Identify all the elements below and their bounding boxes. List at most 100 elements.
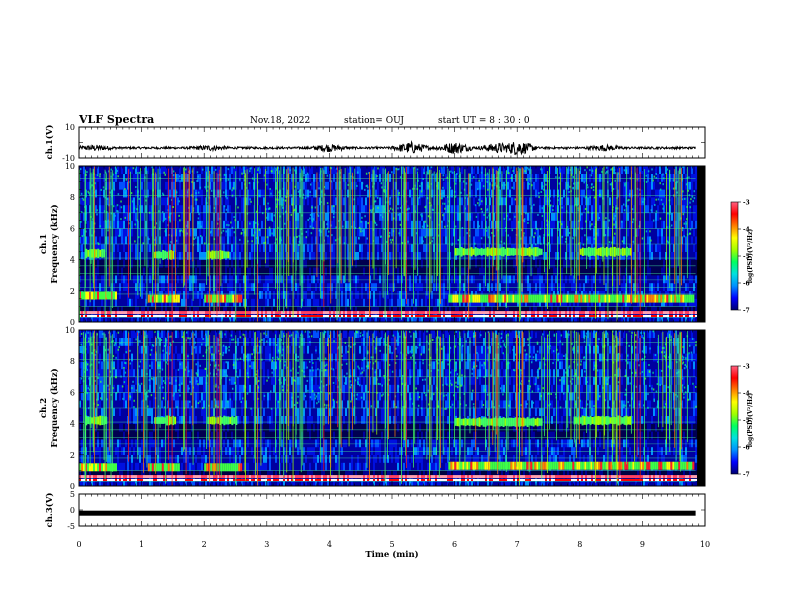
- spectrogram-cell: [389, 291, 391, 299]
- spectrogram-cell: [531, 283, 533, 291]
- spectrogram-cell: [197, 267, 199, 275]
- spectrogram-cell: [469, 275, 471, 283]
- spectrogram-cell: [503, 205, 505, 213]
- spectrogram-cell: [537, 267, 539, 275]
- spectrogram-cell: [333, 299, 335, 307]
- spectrogram-cell: [441, 252, 443, 260]
- spectrogram-cell: [289, 299, 291, 307]
- spectrogram-cell: [229, 197, 231, 205]
- spectrogram-cell: [411, 205, 413, 213]
- spectrogram-cell: [269, 228, 271, 236]
- spectrogram-cell: [249, 252, 251, 260]
- spectrogram-cell: [297, 221, 299, 229]
- spectrogram-cell: [553, 252, 555, 260]
- spectrogram-cell: [397, 197, 399, 205]
- spectrogram-cell: [281, 291, 283, 299]
- spectrogram-cell: [427, 291, 429, 299]
- spectrogram-cell: [271, 221, 273, 229]
- spectrogram-cell: [333, 291, 335, 299]
- spectrogram-cell: [309, 174, 311, 182]
- spectrogram-cell: [307, 197, 309, 205]
- spectrogram-cell: [509, 228, 511, 236]
- spectrogram-cell: [473, 283, 475, 291]
- spectrogram-cell: [177, 174, 179, 182]
- spectrogram-cell: [475, 275, 477, 283]
- spectrogram-cell: [551, 182, 553, 190]
- spectrogram-cell: [331, 275, 333, 283]
- spectrogram-cell: [311, 267, 313, 275]
- spectrogram-cell: [321, 299, 323, 307]
- spectrogram-cell: [535, 221, 537, 229]
- spectrogram-cell: [477, 166, 479, 174]
- spectrogram-cell: [223, 197, 225, 205]
- spectrogram-cell: [165, 189, 167, 197]
- spectrogram-cell: [289, 267, 291, 275]
- spectrogram-cell: [533, 174, 535, 182]
- spectrogram-cell: [273, 267, 275, 275]
- ch1-waveform-time-ticks: [79, 127, 705, 158]
- spectrogram-cell: [181, 267, 183, 275]
- spectrogram-cell: [361, 252, 363, 260]
- spectrogram-cell: [411, 228, 413, 236]
- spectrogram-cell: [199, 299, 201, 307]
- spectrogram-cell: [177, 275, 179, 283]
- spectrogram-cell: [509, 197, 511, 205]
- spectrogram-cell: [117, 275, 119, 283]
- spectrogram-cell: [327, 299, 329, 307]
- spectrogram-cell: [359, 174, 361, 182]
- spectrogram-cell: [303, 244, 305, 252]
- spectrogram-cell: [451, 213, 453, 221]
- spectrogram-cell: [379, 228, 381, 236]
- spectrogram-cell: [347, 283, 349, 291]
- spectrogram-cell: [389, 221, 391, 229]
- spectrogram-cell: [545, 275, 547, 283]
- spectrogram-cell: [479, 236, 481, 244]
- spectrogram-cell: [231, 244, 233, 252]
- spectrogram-cell: [201, 283, 203, 291]
- spectrogram-cell: [319, 299, 321, 307]
- spectrogram-cell: [197, 221, 199, 229]
- spectrogram-cell: [389, 252, 391, 260]
- spectrogram-cell: [437, 299, 439, 307]
- spectrogram-cell: [421, 174, 423, 182]
- spectrogram-cell: [143, 291, 145, 299]
- spectrogram-cell: [121, 275, 123, 283]
- spectrogram-cell: [299, 166, 301, 174]
- spectrogram-cell: [415, 275, 417, 283]
- spectrogram-cell: [365, 228, 367, 236]
- spectrogram-cell: [391, 267, 393, 275]
- spectrogram-cell: [313, 236, 315, 244]
- spectrogram-cell: [263, 221, 265, 229]
- spectrogram-cell: [537, 221, 539, 229]
- spectrogram-cell: [525, 228, 527, 236]
- spectrogram-cell: [309, 236, 311, 244]
- spectrogram-cell: [97, 205, 99, 213]
- spectrogram-cell: [427, 205, 429, 213]
- spectrogram-cell: [267, 299, 269, 307]
- spectrogram-cell: [231, 236, 233, 244]
- spectrogram-cell: [527, 228, 529, 236]
- spectrogram-cell: [265, 275, 267, 283]
- spectrogram-cell: [461, 228, 463, 236]
- spectrogram-cell: [199, 174, 201, 182]
- spectrogram-cell: [465, 174, 467, 182]
- spectrogram-cell: [375, 252, 377, 260]
- spectrogram-cell: [479, 221, 481, 229]
- spectrogram-cell: [201, 260, 203, 268]
- spectrogram-cell: [229, 275, 231, 283]
- spectrogram-cell: [551, 228, 553, 236]
- spectrogram-cell: [169, 267, 171, 275]
- spectrogram-cell: [177, 228, 179, 236]
- spectrogram-cell: [367, 213, 369, 221]
- spectrogram-cell: [281, 299, 283, 307]
- spectrogram-cell: [303, 221, 305, 229]
- spectrogram-cell: [399, 283, 401, 291]
- spectrogram-cell: [99, 213, 101, 221]
- spectrogram-cell: [525, 205, 527, 213]
- spectrogram-cell: [251, 166, 253, 174]
- spectrogram-cell: [107, 166, 109, 174]
- spectrogram-cell: [251, 213, 253, 221]
- spectrogram-cell: [305, 174, 307, 182]
- spectrogram-cell: [307, 228, 309, 236]
- spectrogram-cell: [163, 213, 165, 221]
